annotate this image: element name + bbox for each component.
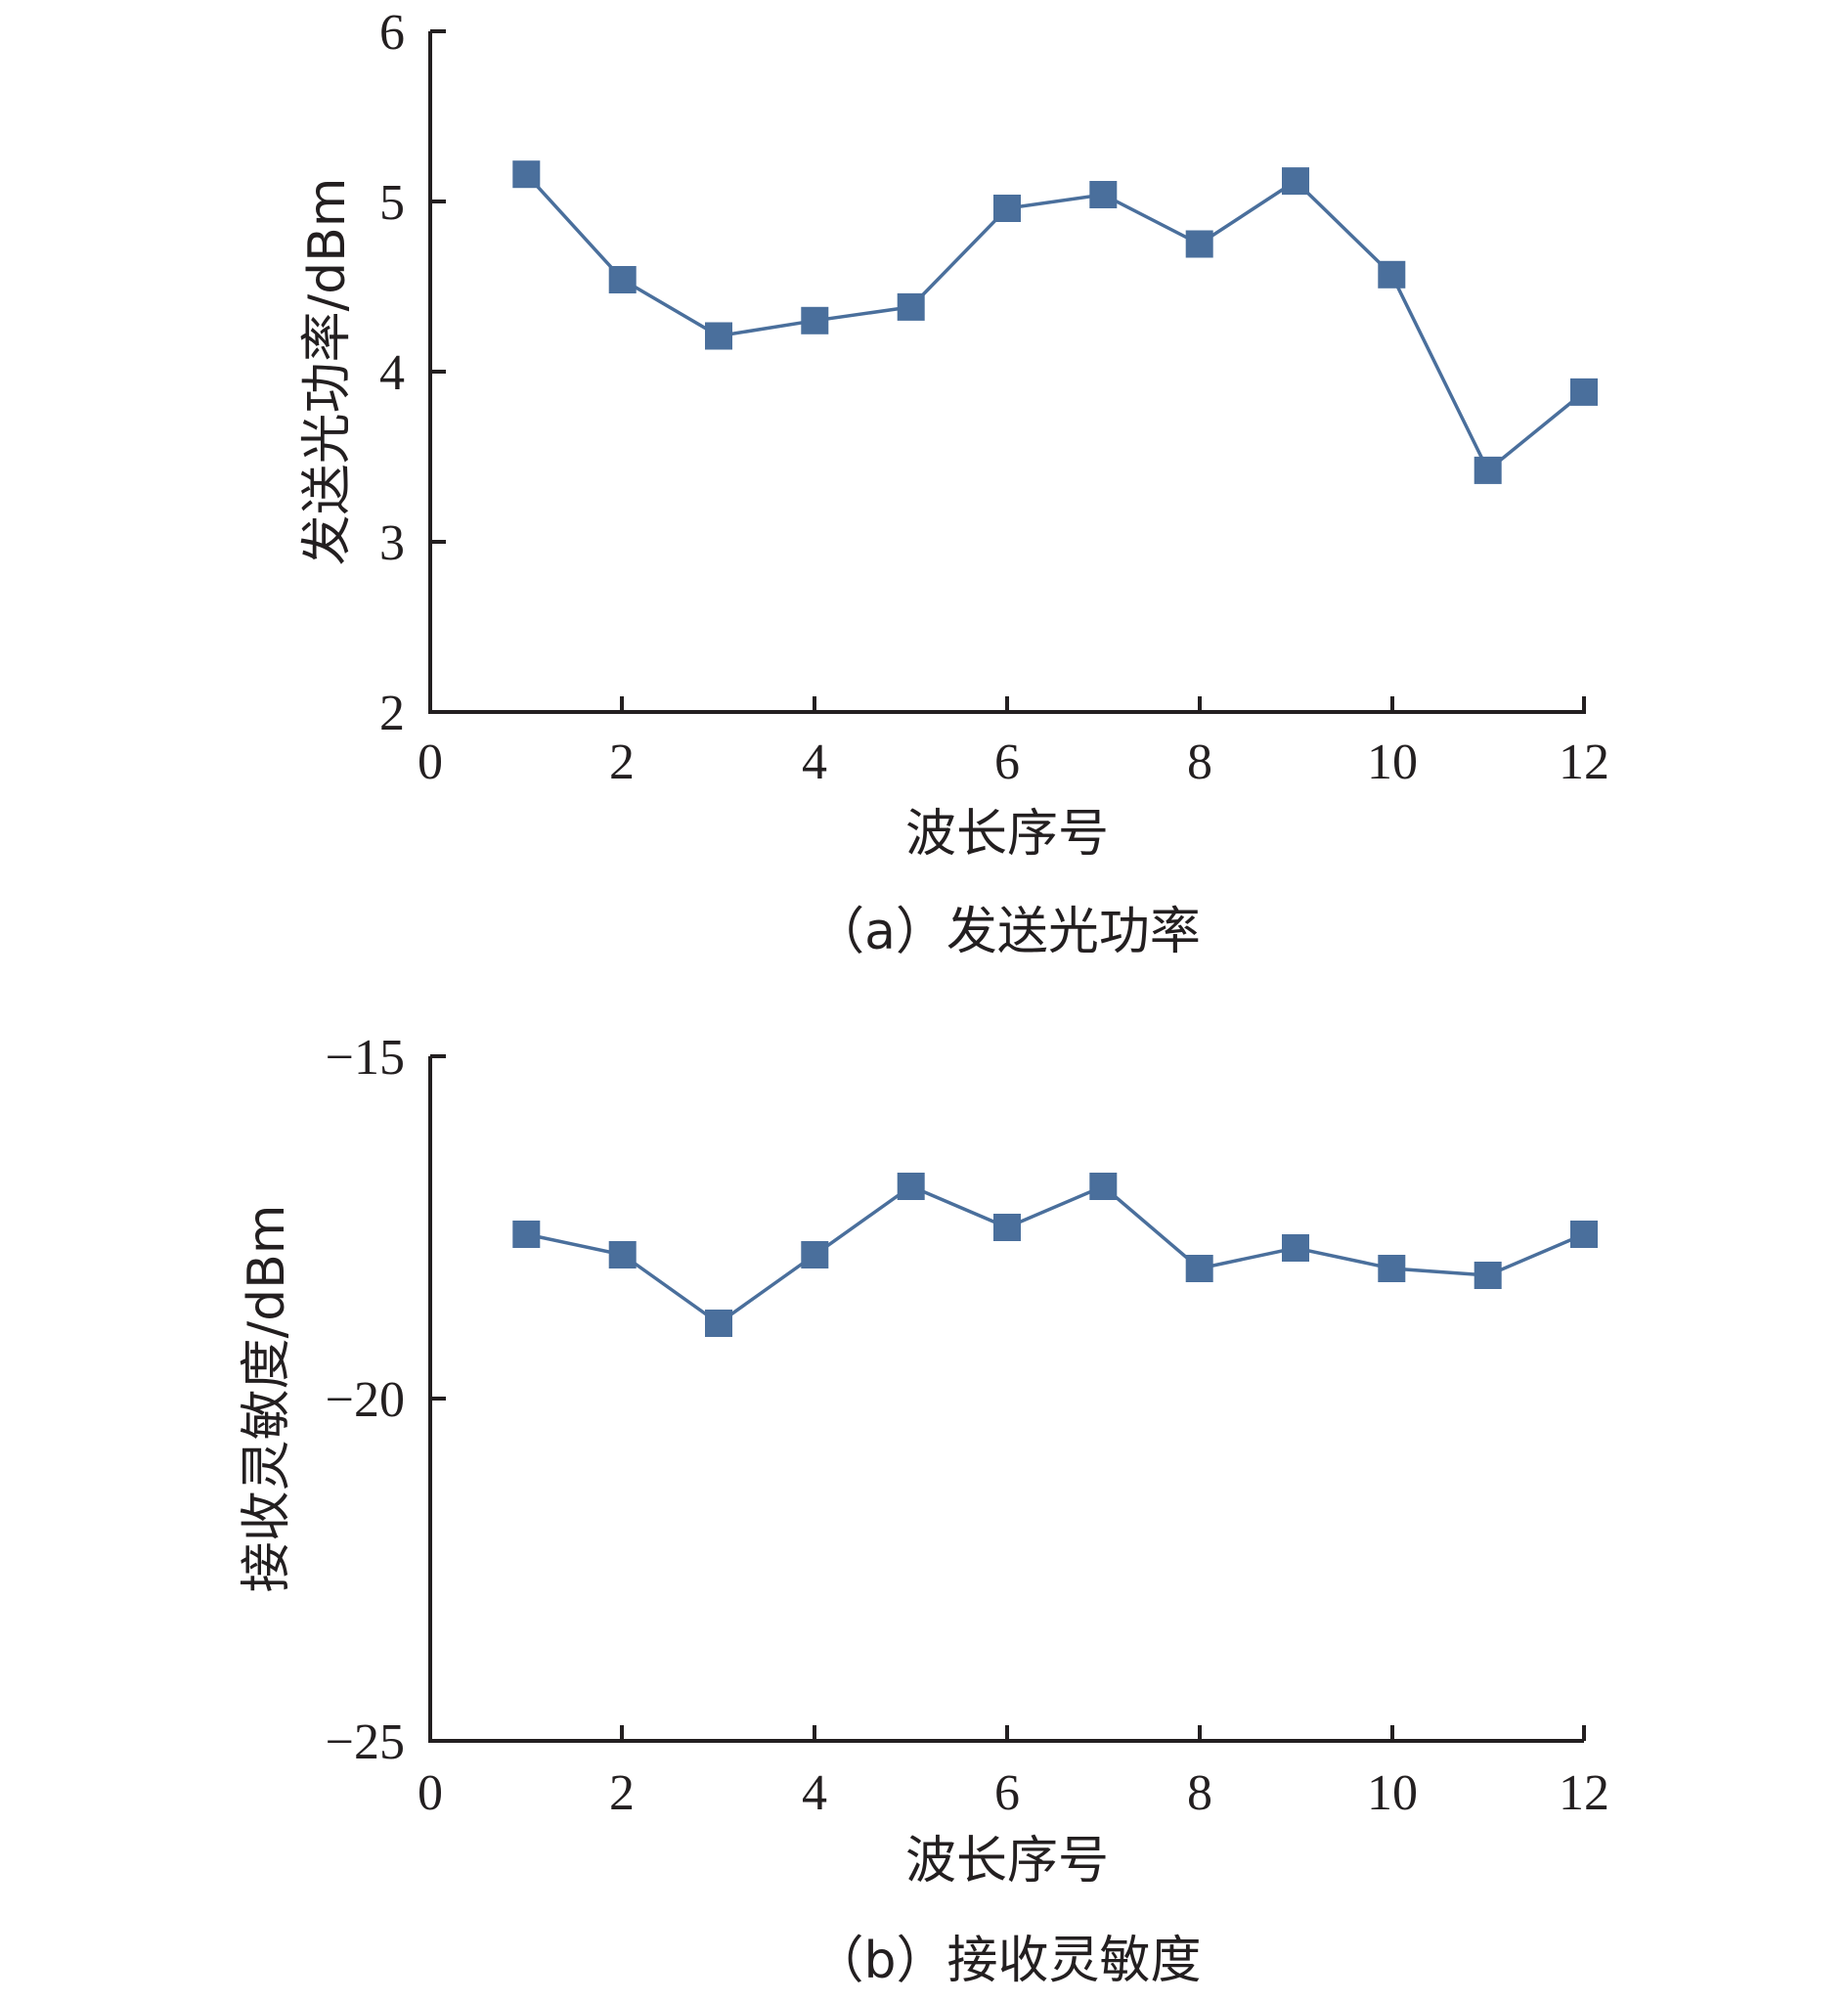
chart-a-data-point [608,266,637,293]
chart-b-data-point [1089,1173,1118,1200]
chart-b-series-line [525,1183,1585,1326]
chart-a-y-tick-marks [430,29,446,714]
chart-b-caption: （b）接收灵敏度 [813,1932,1201,1990]
chart-a-ytick-label: 5 [379,175,405,231]
chart-b-y-tick-marks [430,1054,446,1743]
chart-a-series-line [525,173,1586,473]
chart-b-xtick-label: 8 [1187,1765,1212,1821]
chart-b-data-point [897,1173,925,1200]
chart-b-x-axis-label: 波长序号 [905,1832,1109,1891]
chart-a-data-point [801,306,829,334]
chart-a-data-point [1378,260,1406,289]
chart-a-data-point [897,292,925,321]
chart-b-xtick-label: 4 [802,1765,827,1821]
chart-a-xtick-label: 0 [418,734,443,790]
chart-a-ytick-label: 3 [379,515,405,571]
chart-b-data-point [1474,1262,1502,1289]
chart-a-xtick-label: 4 [802,734,827,790]
chart-a-caption: （a）发送光功率 [814,903,1201,961]
chart-b-x-tick-marks [620,1725,1586,1741]
chart-b-xtick-label: 0 [418,1765,443,1821]
chart-a-ytick-label: 2 [379,686,405,741]
chart-a-ytick-label: 6 [379,5,405,61]
chart-a-xtick-label: 12 [1559,734,1609,790]
chart-a-data-point [1570,378,1598,406]
chart-a-data-point [1282,167,1309,196]
chart-a-x-tick-labels: 0 2 4 6 8 10 12 [418,734,1609,790]
chart-b-ytick-label: −25 [326,1714,405,1770]
chart-a-plot-area [512,160,1598,484]
chart-a-axes [428,31,1586,714]
chart-b-data-point [1282,1234,1309,1262]
chart-b-plot-area [512,1173,1598,1337]
chart-b-y-tick-labels: −25 −20 −15 [326,1030,405,1770]
chart-a-data-point [1185,230,1213,258]
chart-b-data-point [1570,1221,1598,1248]
chart-a-x-tick-marks [620,696,1586,712]
chart-b-ytick-label: −20 [326,1372,405,1428]
chart-b-data-point [1185,1255,1213,1282]
chart-a-transmit-power: 2 3 4 5 6 0 2 4 6 8 10 12 波长序号 发送光功率/dBm… [298,5,1609,961]
chart-a-xtick-label: 10 [1367,734,1418,790]
chart-a-data-point [1474,456,1502,484]
chart-a-x-axis-label: 波长序号 [905,805,1109,864]
chart-b-data-point [1378,1255,1406,1282]
chart-b-data-point [512,1221,541,1248]
chart-b-axes [428,1056,1584,1743]
chart-b-data-point [705,1310,732,1337]
chart-b-xtick-label: 10 [1367,1765,1418,1821]
chart-b-data-point [993,1214,1021,1241]
chart-a-y-tick-labels: 2 3 4 5 6 [379,5,405,741]
chart-a-data-point [512,160,541,189]
chart-b-receive-sensitivity: −25 −20 −15 0 2 4 6 8 10 12 波长序号 接收灵敏度/d… [238,1030,1609,1990]
chart-b-data-point [801,1241,829,1268]
chart-b-y-axis-label: 接收灵敏度/dBm [238,1205,296,1593]
chart-a-ytick-label: 4 [379,345,405,401]
chart-a-y-axis-label: 发送光功率/dBm [298,178,357,566]
chart-a-xtick-label: 8 [1187,734,1212,790]
chart-a-data-point [705,322,732,350]
chart-b-xtick-label: 2 [609,1765,635,1821]
chart-b-data-point [608,1241,637,1268]
chart-b-ytick-label: −15 [326,1030,405,1086]
chart-a-data-point [993,195,1021,222]
chart-a-data-point [1089,181,1118,208]
chart-a-xtick-label: 6 [994,734,1020,790]
chart-b-xtick-label: 6 [994,1765,1020,1821]
chart-b-xtick-label: 12 [1559,1765,1609,1821]
chart-b-x-tick-labels: 0 2 4 6 8 10 12 [418,1765,1609,1821]
chart-a-xtick-label: 2 [609,734,635,790]
